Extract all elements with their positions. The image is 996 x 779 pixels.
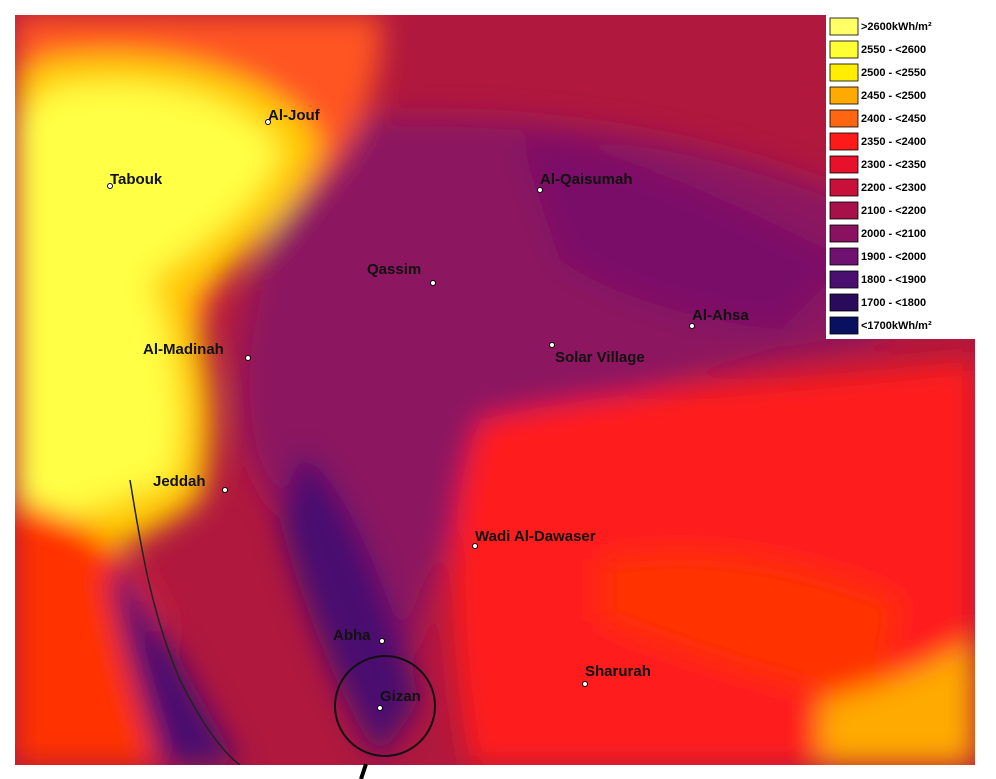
city-labels: Al-Jouf Tabouk Al-Qaisumah Qassim Al-Ahsa Al-… (107, 107, 749, 711)
legend-swatch (829, 40, 859, 59)
city-dot (582, 681, 588, 687)
legend-label: 2350 - <2400 (861, 136, 926, 148)
heatmap (15, 15, 975, 765)
city-dot (472, 543, 478, 549)
legend-label: 2200 - <2300 (861, 182, 926, 194)
city-label: Sharurah (585, 663, 651, 680)
highlight-circle (334, 655, 436, 757)
legend-swatch (829, 293, 859, 312)
legend-label: 2450 - <2500 (861, 90, 926, 102)
legend-label: 1900 - <2000 (861, 251, 926, 263)
legend-label: 2400 - <2450 (861, 113, 926, 125)
city-dot (377, 705, 383, 711)
pointer (359, 763, 368, 779)
city-label: Tabouk (110, 171, 163, 188)
city-dot (265, 119, 271, 125)
legend-label: <1700kWh/m² (861, 320, 932, 332)
legend-swatch (829, 109, 859, 128)
city-label: Qassim (367, 261, 421, 278)
city-label: Al-Ahsa (692, 307, 749, 324)
legend-swatch (829, 247, 859, 266)
legend-label: 2550 - <2600 (861, 44, 926, 56)
legend-swatch (829, 201, 859, 220)
city-label: Al-Madinah (143, 341, 224, 358)
city-label: Gizan (380, 688, 421, 705)
city-dot (430, 280, 436, 286)
legend-box (826, 15, 976, 339)
city-dot (222, 487, 228, 493)
legend-label: >2600kWh/m² (861, 21, 932, 33)
city-label: Wadi Al-Dawaser (475, 528, 596, 545)
city-label: Al-Qaisumah (540, 171, 633, 188)
city-label: Abha (333, 627, 371, 644)
city-label: Jeddah (153, 473, 206, 490)
legend-swatch (829, 316, 859, 335)
city-dot (107, 183, 113, 189)
legend-swatch (829, 270, 859, 289)
legend-label: 2500 - <2550 (861, 67, 926, 79)
legend: >2600kWh/m² 2550 - <2600 2500 - <2550 2450 … (829, 17, 932, 335)
legend-swatch (829, 178, 859, 197)
legend-label: 2000 - <2100 (861, 228, 926, 240)
legend-label: 2300 - <2350 (861, 159, 926, 171)
city-dot (245, 355, 251, 361)
city-label: Solar Village (555, 349, 645, 366)
legend-swatch (829, 86, 859, 105)
city-dot (379, 638, 385, 644)
city-dot (689, 323, 695, 329)
city-label: Al-Jouf (268, 107, 321, 124)
legend-label: 1800 - <1900 (861, 274, 926, 286)
legend-swatch (829, 132, 859, 151)
legend-label: 2100 - <2200 (861, 205, 926, 217)
legend-swatch (829, 155, 859, 174)
legend-label: 1700 - <1800 (861, 297, 926, 309)
legend-swatch (829, 224, 859, 243)
legend-swatch (829, 17, 859, 36)
city-dot (537, 187, 543, 193)
legend-swatch (829, 63, 859, 82)
city-dot (549, 342, 555, 348)
